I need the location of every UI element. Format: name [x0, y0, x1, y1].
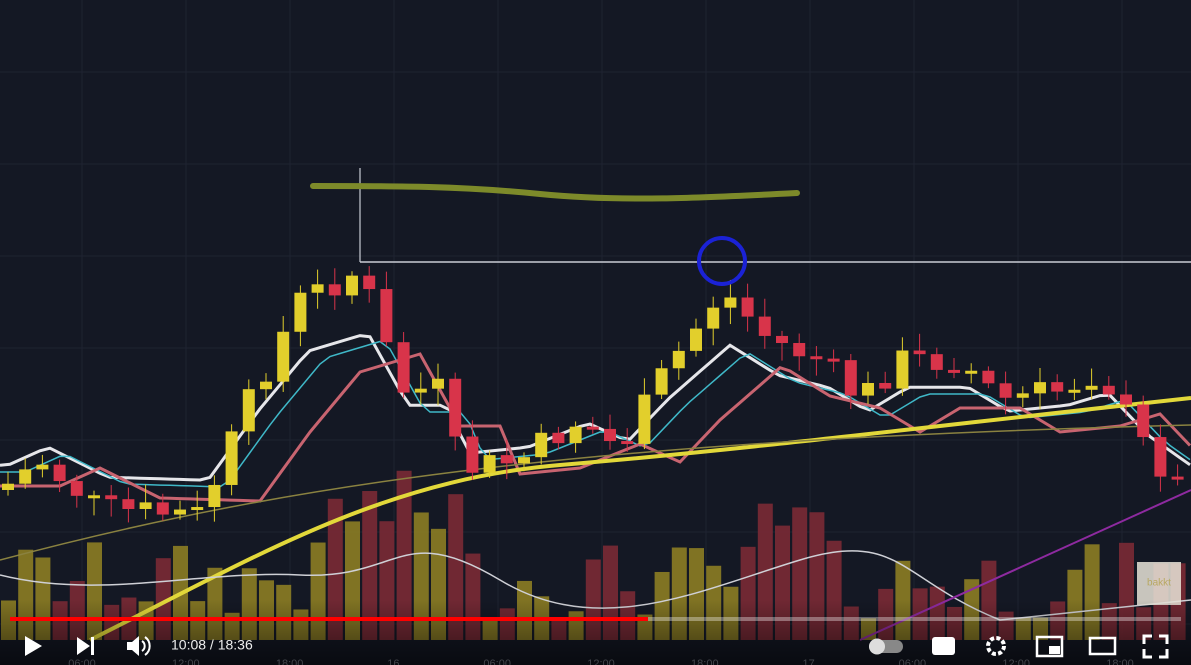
volume-waves: [141, 636, 151, 656]
theater-button[interactable]: [1088, 636, 1117, 656]
candle-body: [328, 284, 341, 296]
autoplay-knob: [869, 638, 885, 655]
candle-body: [518, 457, 530, 464]
candle-body: [36, 464, 49, 470]
candle-body: [346, 275, 358, 296]
controls-gradient: [0, 600, 1191, 665]
drawn-marker-line: [310, 183, 800, 202]
candle-body: [294, 292, 307, 332]
candles: [2, 266, 1184, 523]
candle-body: [776, 335, 788, 344]
candle-body: [19, 469, 32, 484]
candle-body: [1051, 382, 1064, 392]
candle-body: [844, 360, 857, 396]
ma-long: [89, 396, 1191, 642]
candle-body: [277, 331, 290, 382]
progress-played[interactable]: [10, 617, 648, 621]
play-button[interactable]: [25, 636, 42, 656]
candle-body: [260, 381, 272, 390]
candle-body: [552, 432, 565, 444]
time-display: 10:08 / 18:36: [171, 637, 253, 653]
captions-button[interactable]: [932, 637, 955, 655]
candle-body: [1120, 394, 1132, 405]
candle-body: [827, 358, 840, 362]
candle-body: [105, 495, 118, 500]
candle-body: [621, 441, 634, 445]
drawn-circle: [697, 236, 747, 286]
candle-body: [414, 388, 427, 393]
ma-fast: [0, 334, 1191, 482]
candle-body: [758, 316, 771, 336]
candle-body: [466, 436, 479, 473]
candle-body: [982, 370, 995, 384]
candle-body: [793, 343, 806, 357]
candle-body: [896, 350, 909, 389]
candle-body: [156, 502, 169, 515]
candle-body: [1016, 393, 1029, 398]
candle-body: [70, 481, 83, 496]
candle-body: [741, 297, 754, 317]
candle-body: [122, 499, 135, 509]
candle-body: [225, 431, 238, 485]
candle-body: [2, 483, 14, 490]
candle-body: [432, 378, 444, 389]
candle-body: [810, 356, 823, 360]
candle-body: [862, 383, 874, 396]
candle-body: [879, 383, 892, 389]
candle-body: [604, 428, 616, 442]
candle-body: [88, 495, 100, 499]
candle-body: [174, 509, 186, 515]
candle-body: [672, 350, 685, 369]
candle-body: [208, 484, 221, 508]
candle-body: [483, 455, 496, 473]
candle-body: [311, 284, 324, 293]
miniplayer-button[interactable]: [1035, 635, 1064, 658]
volume-button[interactable]: [127, 636, 139, 656]
candle-body: [535, 432, 548, 458]
candle-body: [1154, 437, 1167, 477]
watermark-box: [1137, 562, 1181, 605]
candle-body: [1171, 476, 1184, 480]
candle-body: [707, 307, 720, 329]
candle-body: [397, 342, 410, 393]
candle-body: [1034, 382, 1046, 394]
candle-body: [139, 502, 152, 509]
fullscreen-button[interactable]: [1142, 634, 1169, 659]
candle-body: [380, 289, 393, 343]
candle-body: [242, 389, 255, 432]
candle-body: [500, 455, 513, 464]
chart-grid: [0, 0, 1191, 640]
candle-body: [965, 370, 978, 374]
settings-button[interactable]: [986, 636, 1006, 656]
candle-body: [1102, 385, 1115, 395]
candle-body: [1068, 389, 1081, 393]
candle-body: [913, 350, 926, 355]
candle-body: [999, 383, 1012, 398]
candle-body: [449, 378, 462, 437]
candle-body: [586, 426, 599, 430]
watermark: bakkt: [1147, 578, 1171, 589]
candle-body: [1137, 404, 1150, 438]
candle-body: [948, 369, 960, 373]
candle-body: [930, 354, 943, 370]
miniplayer-inner: [1049, 646, 1060, 654]
candle-body: [569, 426, 582, 444]
candle-body: [53, 464, 66, 482]
volume-ma: [0, 550, 1191, 621]
candle-body: [690, 328, 702, 351]
candle-body: [191, 507, 204, 511]
candle-body: [1085, 385, 1098, 390]
next-button[interactable]: [77, 637, 94, 655]
ma-mid: [0, 340, 1191, 488]
candle-body: [363, 275, 376, 290]
candle-body: [724, 297, 737, 308]
candle-body: [638, 394, 651, 444]
candle-body: [655, 368, 668, 395]
